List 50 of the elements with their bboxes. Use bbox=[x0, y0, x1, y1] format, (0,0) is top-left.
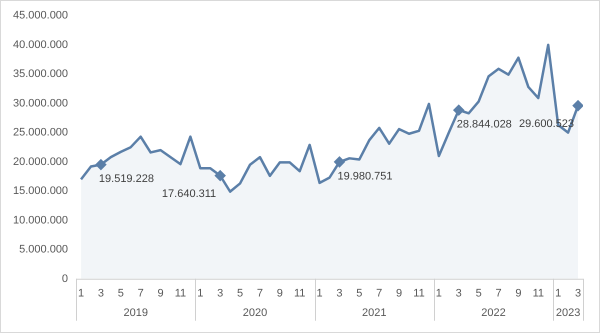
data-label: 19.980.751 bbox=[337, 170, 393, 182]
y-tick-label: 40.000.000 bbox=[12, 38, 68, 51]
y-tick-label: 25.000.000 bbox=[12, 126, 68, 139]
x-tick-label: 3 bbox=[456, 287, 462, 300]
x-tick-label: 9 bbox=[276, 287, 283, 300]
x-tick-label: 9 bbox=[515, 287, 522, 300]
y-tick-label: 30.000.000 bbox=[12, 97, 68, 110]
x-tick-label: 5 bbox=[356, 287, 362, 300]
y-tick-label: 5.000.000 bbox=[19, 244, 68, 256]
x-tick-label: 7 bbox=[376, 287, 382, 300]
text: 2020 bbox=[242, 306, 268, 319]
x-tick-label: 1 bbox=[316, 287, 323, 300]
x-tick-label: 3 bbox=[217, 287, 224, 300]
y-tick-label: 10.000.000 bbox=[12, 214, 68, 226]
point bbox=[214, 170, 226, 181]
x-tick-label: 5 bbox=[118, 287, 124, 300]
data-label: 19.519.228 bbox=[98, 173, 154, 186]
point bbox=[96, 159, 106, 170]
text: 2019 bbox=[123, 306, 148, 319]
x-tick-label: 5 bbox=[476, 287, 482, 300]
y-tick-label: 20.000.000 bbox=[12, 156, 68, 168]
x-tick-label: 11 bbox=[532, 287, 544, 300]
text: 2023 bbox=[556, 306, 580, 319]
x-tick-label: 1 bbox=[78, 287, 84, 300]
x-tick-label: 9 bbox=[396, 287, 402, 300]
point bbox=[334, 156, 345, 168]
x-tick-label: 11 bbox=[294, 287, 306, 300]
x-tick-label: 5 bbox=[237, 287, 244, 300]
x-tick-label: 1 bbox=[555, 287, 562, 300]
x-tick-label: 7 bbox=[495, 287, 502, 300]
y-tick-label: 45.000.000 bbox=[12, 10, 68, 22]
point bbox=[572, 100, 583, 111]
x-tick-label: 3 bbox=[336, 287, 343, 300]
x-tick-label: 11 bbox=[174, 287, 186, 300]
y-tick-label: 15.000.000 bbox=[12, 185, 68, 198]
y-tick-label: 0 bbox=[62, 272, 68, 285]
x-tick-label: 3 bbox=[574, 287, 582, 300]
x-tick-label: 3 bbox=[98, 287, 104, 300]
text: 2022 bbox=[481, 306, 506, 319]
x-tick-label: 7 bbox=[138, 287, 144, 300]
x-tick-label: 1 bbox=[197, 287, 204, 300]
x-tick-label: 9 bbox=[157, 287, 164, 300]
data-label: 28.844.028 bbox=[456, 118, 512, 131]
data-label: 17.640.311 bbox=[162, 188, 216, 200]
x-tick-label: 1 bbox=[436, 287, 442, 300]
x-tick-label: 11 bbox=[413, 287, 425, 300]
text: 2021 bbox=[362, 306, 386, 319]
x-tick-label: 7 bbox=[256, 287, 264, 300]
y-tick-label: 35.000.000 bbox=[12, 68, 68, 80]
point bbox=[454, 104, 464, 116]
